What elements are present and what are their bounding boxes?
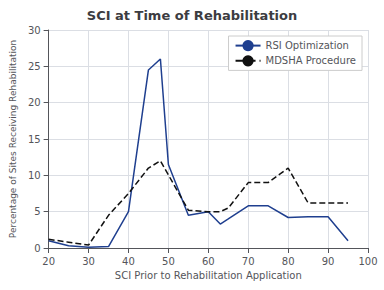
svg-text:20: 20 bbox=[28, 97, 41, 108]
svg-text:25: 25 bbox=[28, 61, 41, 72]
svg-text:SCI Prior to Rehabilitation Ap: SCI Prior to Rehabilitation Application bbox=[115, 270, 302, 281]
svg-text:15: 15 bbox=[28, 134, 41, 145]
svg-text:SCI at Time of Rehabilitation: SCI at Time of Rehabilitation bbox=[87, 8, 297, 23]
svg-text:60: 60 bbox=[202, 256, 215, 267]
svg-text:30: 30 bbox=[28, 25, 41, 36]
svg-text:100: 100 bbox=[358, 256, 377, 267]
svg-text:30: 30 bbox=[82, 256, 95, 267]
svg-text:Percentage of Sites Receiving: Percentage of Sites Receiving Rehabilita… bbox=[8, 40, 18, 238]
svg-text:5: 5 bbox=[34, 206, 40, 217]
svg-text:50: 50 bbox=[162, 256, 175, 267]
svg-text:10: 10 bbox=[28, 170, 41, 181]
svg-text:90: 90 bbox=[322, 256, 335, 267]
svg-text:0: 0 bbox=[34, 243, 40, 254]
svg-text:20: 20 bbox=[42, 256, 55, 267]
svg-text:MDSHA Procedure: MDSHA Procedure bbox=[266, 55, 356, 66]
svg-text:80: 80 bbox=[282, 256, 295, 267]
svg-text:40: 40 bbox=[122, 256, 135, 267]
svg-text:RSI Optimization: RSI Optimization bbox=[266, 40, 349, 51]
svg-text:70: 70 bbox=[242, 256, 255, 267]
